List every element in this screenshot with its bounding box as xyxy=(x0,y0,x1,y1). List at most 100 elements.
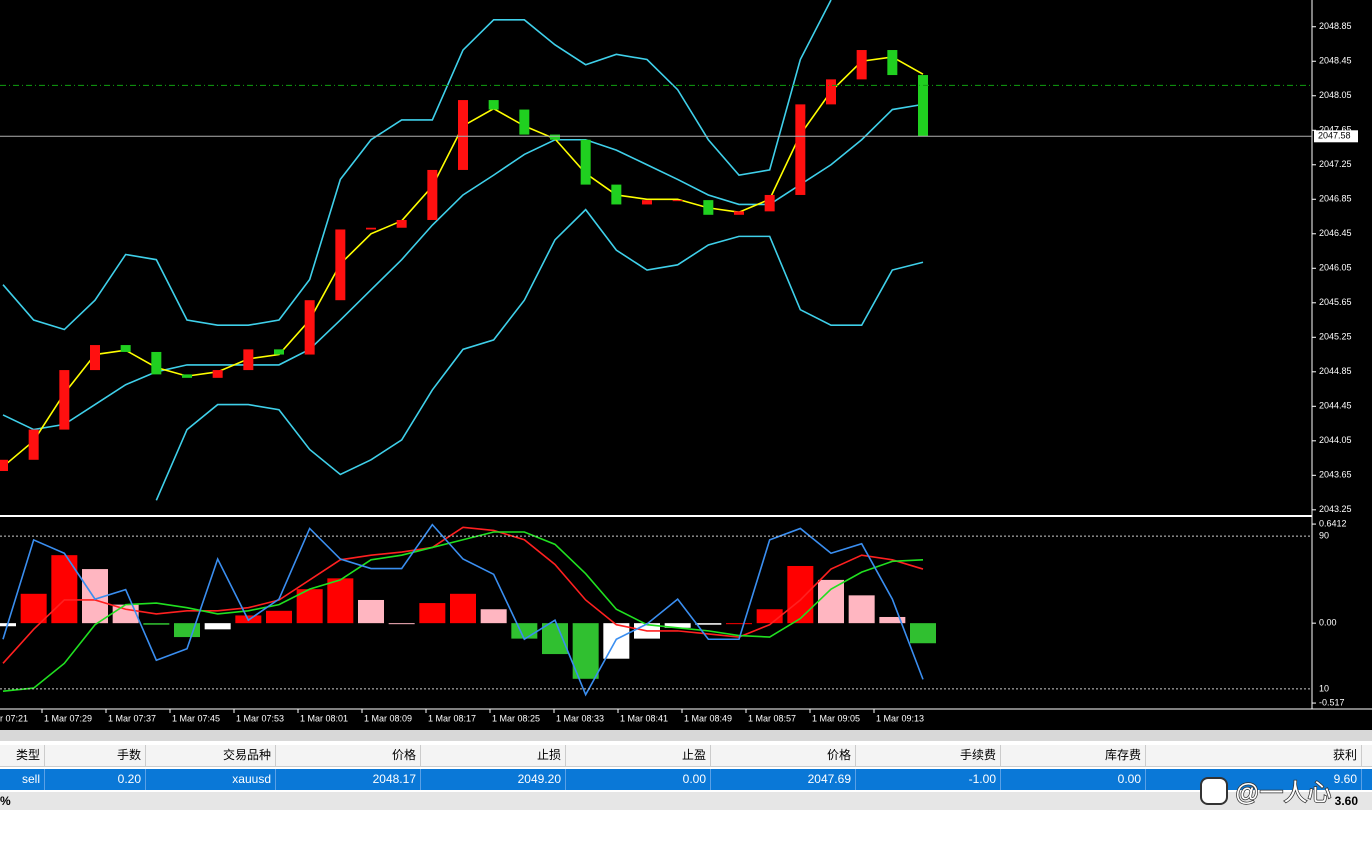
watermark-icon xyxy=(1200,777,1228,805)
candle xyxy=(795,104,806,195)
current-price-label: 2047.58 xyxy=(1318,131,1351,141)
histogram-bar xyxy=(726,623,752,625)
candle xyxy=(826,79,836,105)
column-header[interactable]: 库存费 xyxy=(1001,745,1146,767)
column-header[interactable]: 价格 xyxy=(711,745,856,767)
candle xyxy=(734,211,744,215)
histogram-bar xyxy=(848,595,875,624)
y-tick-label: 2047.65 xyxy=(1319,125,1352,135)
column-header[interactable]: 类型 xyxy=(0,745,45,767)
candle xyxy=(703,200,714,215)
x-tick-label: 1 Mar 09:05 xyxy=(812,713,860,723)
column-header[interactable]: 交易品种 xyxy=(146,745,276,767)
histogram-bar xyxy=(266,610,292,624)
histogram-bar xyxy=(450,593,476,624)
summary-label: % xyxy=(0,794,11,808)
candle xyxy=(611,184,622,205)
order-cell: xauusd xyxy=(146,769,276,790)
candle xyxy=(335,229,346,301)
candle xyxy=(427,169,438,220)
orders-panel: 类型 手数 交易品种 价格 止损 止盈 价格 手续费 库存费 获利 sell 0.20 xauusd 20… xyxy=(0,741,1372,841)
column-header[interactable]: 手数 xyxy=(45,745,146,767)
histogram-bar xyxy=(143,623,170,625)
candle xyxy=(274,349,284,355)
candle xyxy=(243,349,254,371)
histogram-bar xyxy=(542,623,568,655)
column-header[interactable]: 止盈 xyxy=(566,745,711,767)
y-tick-label: 2046.85 xyxy=(1319,194,1352,204)
histogram-bar xyxy=(756,609,783,624)
x-tick-label: 1 Mar 07:29 xyxy=(44,713,92,723)
y-tick-label: 2048.45 xyxy=(1319,56,1352,66)
watermark-text: @一人心 xyxy=(1235,779,1331,806)
order-cell: 9.60 xyxy=(1146,769,1362,790)
x-tick-label: 1 Mar 08:01 xyxy=(300,713,348,723)
header-row xyxy=(0,745,1372,767)
candle xyxy=(90,345,100,371)
candle xyxy=(396,219,407,228)
y2-tick-label: 90 xyxy=(1319,530,1329,540)
x-tick-label: 1 Mar 08:33 xyxy=(556,713,604,723)
x-tick-label: 1 Mar 08:17 xyxy=(428,713,476,723)
order-row[interactable] xyxy=(0,769,1372,790)
x-tick-label: 1 Mar 07:37 xyxy=(108,713,156,723)
histogram-bar xyxy=(51,555,78,624)
candle xyxy=(488,100,499,110)
candle xyxy=(212,370,223,378)
histogram-bar xyxy=(20,593,47,624)
candle xyxy=(458,100,468,170)
candle xyxy=(887,50,898,76)
y2-tick-label: 10 xyxy=(1319,683,1329,693)
order-cell: 0.20 xyxy=(45,769,146,790)
candle xyxy=(366,227,376,230)
histogram-bar xyxy=(910,623,936,644)
summary-profit: 3.60 xyxy=(1334,794,1358,808)
y-tick-label: 2046.45 xyxy=(1319,228,1352,238)
histogram-bar xyxy=(358,599,384,624)
y-tick-label: 2048.05 xyxy=(1319,90,1352,100)
column-header[interactable]: 手续费 xyxy=(856,745,1001,767)
order-cell: 2047.69 xyxy=(711,769,856,790)
signal-line xyxy=(2,526,924,664)
column-header[interactable]: 价格 xyxy=(276,745,421,767)
histogram-bar xyxy=(204,623,231,630)
y-tick-label: 0.00 xyxy=(1319,618,1337,628)
tab-strip xyxy=(0,730,1372,741)
y-tick-label: 2043.25 xyxy=(1319,504,1352,514)
signal-line xyxy=(2,531,924,692)
histogram-bar xyxy=(480,609,507,624)
order-cell: 2049.20 xyxy=(421,769,566,790)
histogram-bar xyxy=(879,616,906,624)
y-tick-label: 2044.05 xyxy=(1319,435,1352,445)
y-tick-label: 2043.65 xyxy=(1319,470,1352,480)
x-tick-label: 1 Mar 08:41 xyxy=(620,713,668,723)
watermark: @一人心 xyxy=(1200,777,1332,807)
candle xyxy=(519,109,530,135)
histogram-bar xyxy=(603,623,630,659)
column-header[interactable]: 获利 xyxy=(1146,745,1362,767)
histogram-bar xyxy=(511,623,538,639)
histogram-bar xyxy=(112,604,139,624)
histogram-bar xyxy=(388,623,415,625)
summary-row xyxy=(0,792,1372,810)
oscillator-line xyxy=(2,523,924,697)
order-cell: 0.00 xyxy=(566,769,711,790)
bollinger-band xyxy=(155,208,924,501)
order-cell: 0.00 xyxy=(1001,769,1146,790)
candle xyxy=(764,194,775,212)
column-header[interactable]: 止损 xyxy=(421,745,566,767)
order-cell: sell xyxy=(0,769,45,790)
histogram-bar xyxy=(296,589,323,624)
candle xyxy=(550,134,560,140)
histogram-bar xyxy=(664,623,691,628)
histogram-bar xyxy=(818,579,844,624)
x-tick-label: 1 Mar 07:53 xyxy=(236,713,284,723)
order-cell: -1.00 xyxy=(856,769,1001,790)
candle xyxy=(304,300,315,355)
y-tick-label: 2046.05 xyxy=(1319,263,1352,273)
candle xyxy=(672,200,683,202)
chart-bg xyxy=(0,0,1372,741)
histogram-bar xyxy=(327,578,354,624)
bollinger-band xyxy=(2,0,832,331)
